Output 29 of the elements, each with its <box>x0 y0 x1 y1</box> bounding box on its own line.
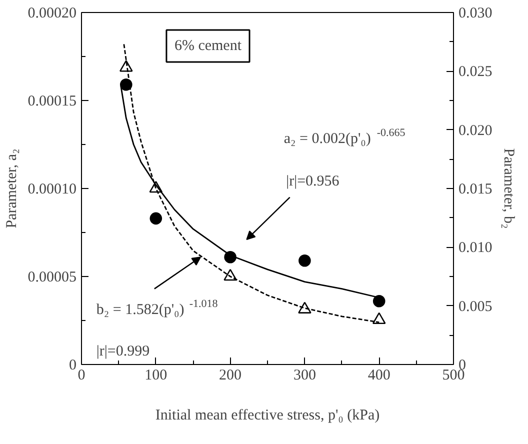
x-axis-title: Initial mean effective stress, p'₀ (kPa) <box>155 408 380 424</box>
point <box>150 212 162 225</box>
y2-tick-label: 0.030 <box>458 6 492 22</box>
y2-tick-label: 0.025 <box>458 64 492 80</box>
annotation: |r|=0.999 <box>96 343 150 360</box>
y-axis-title: Parameter, a₂ <box>4 148 20 228</box>
y-tick-label: 0.00020 <box>28 6 76 22</box>
x-tick-label: 100 <box>144 368 168 384</box>
x-tick-label: 400 <box>368 368 390 384</box>
y-tick-label: 0.00015 <box>28 94 76 110</box>
y-tick-label: 0 <box>69 358 76 374</box>
y2-tick-label: 0.005 <box>458 298 492 315</box>
y2-tick-label: 0.015 <box>458 182 492 198</box>
y2-axis-title: Parameter, b₂ <box>500 148 516 229</box>
point <box>372 295 386 308</box>
y2-tick-label: 0.010 <box>458 240 492 256</box>
y2-tick-label: 0.020 <box>458 122 492 139</box>
y-tick-label: 0.00010 <box>28 182 76 198</box>
annotation: a₂ = 0.002(p'₀)-0.665 <box>284 127 406 148</box>
point <box>298 302 312 314</box>
annotation: b₂ = 1.582(p'₀)-1.018 <box>96 298 218 318</box>
point <box>120 78 132 91</box>
annotation: |r|=0.956 <box>286 173 340 190</box>
point <box>372 312 386 324</box>
y-tick-label: 0.00005 <box>28 270 76 286</box>
point <box>298 254 311 267</box>
annotation: 6% cement <box>174 38 242 54</box>
x-tick-label: 300 <box>293 368 316 384</box>
x-tick-label: 200 <box>219 368 242 384</box>
